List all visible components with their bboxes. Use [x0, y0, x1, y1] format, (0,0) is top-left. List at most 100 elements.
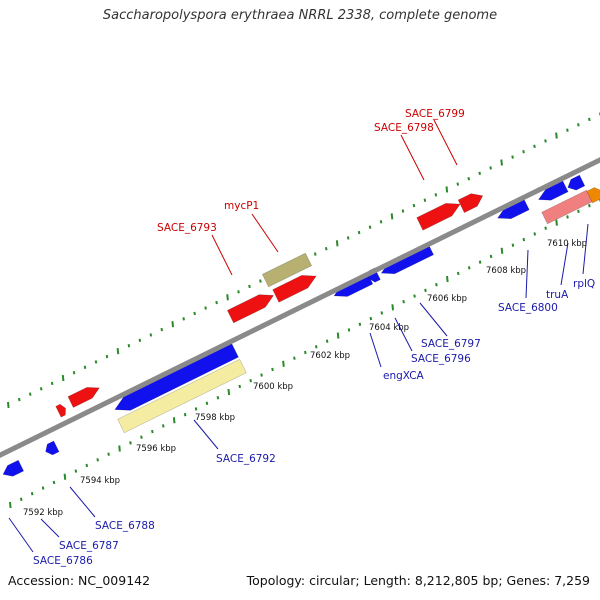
- gene-label-sace-6799[interactable]: SACE_6799: [405, 108, 465, 120]
- label-leader-line: [394, 317, 413, 352]
- tick-label: 7610 kbp: [547, 239, 587, 249]
- gene-feature-forward[interactable]: [55, 403, 68, 418]
- label-leader-line: [193, 419, 219, 450]
- inner-tick-mark: [293, 356, 296, 360]
- inner-tick-mark: [304, 350, 307, 355]
- label-leader-line: [211, 234, 233, 276]
- inner-tick-mark: [9, 501, 12, 509]
- outer-tick-mark: [138, 338, 142, 343]
- inner-tick-mark: [96, 458, 99, 462]
- inner-tick-mark: [467, 266, 471, 270]
- gene-feature-reverse[interactable]: [565, 174, 586, 193]
- outer-tick-mark: [445, 186, 449, 193]
- inner-tick-mark: [358, 322, 362, 326]
- gene-label-trua[interactable]: truA: [546, 289, 569, 301]
- map-title: Saccharopolyspora erythraea NRRL 2338, c…: [102, 8, 498, 23]
- gene-feature-forward[interactable]: [226, 289, 276, 324]
- inner-tick-mark: [216, 395, 220, 400]
- tick-label: 7598 kbp: [195, 413, 235, 423]
- gene-label-rplq[interactable]: rplQ: [573, 278, 595, 290]
- outer-tick-mark: [489, 166, 492, 170]
- gene-label-sace-6788[interactable]: SACE_6788: [95, 520, 155, 532]
- inner-tick-mark: [249, 379, 252, 383]
- inner-tick-mark: [19, 497, 23, 502]
- inner-tick-mark: [588, 203, 591, 208]
- gene-label-mycp1[interactable]: mycP1: [224, 200, 259, 212]
- label-leader-line: [560, 242, 569, 286]
- tick-label: 7592 kbp: [23, 508, 63, 518]
- outer-tick-mark: [511, 155, 514, 159]
- label-leader-line: [369, 332, 382, 368]
- accession-text: Accession: NC_009142: [8, 573, 151, 588]
- gene-feature-reverse[interactable]: [0, 459, 25, 480]
- outer-tick-mark: [237, 290, 240, 294]
- outer-tick-mark: [160, 327, 164, 332]
- inner-tick-mark: [577, 209, 580, 213]
- inner-tick-mark: [511, 243, 515, 247]
- gene-label-sace-6800[interactable]: SACE_6800: [498, 302, 558, 314]
- inner-tick-mark: [544, 226, 547, 230]
- gene-label-sace-6798[interactable]: SACE_6798: [374, 122, 434, 134]
- inner-tick-mark: [107, 452, 110, 456]
- gene-feature-pseudo[interactable]: [117, 358, 247, 434]
- outer-tick-mark: [313, 252, 317, 256]
- inner-tick-mark: [522, 237, 526, 242]
- label-leader-line: [251, 213, 279, 253]
- inner-tick-mark: [85, 463, 89, 468]
- outer-tick-mark: [412, 203, 416, 208]
- gene-feature-reverse[interactable]: [43, 440, 60, 457]
- gene-label-sace-6787[interactable]: SACE_6787: [59, 540, 119, 552]
- gene-label-sace-6786[interactable]: SACE_6786: [33, 555, 93, 567]
- outer-tick-mark: [83, 365, 87, 369]
- outer-tick-mark: [456, 182, 460, 186]
- genome-map[interactable]: 7592 kbp 7594 kbp 7596 kbp 7598 kbp 7600 kbp…: [0, 0, 600, 570]
- gene-feature-forward[interactable]: [67, 383, 102, 408]
- outer-tick-mark: [116, 348, 120, 355]
- outer-tick-mark: [72, 370, 76, 375]
- outer-tick-mark: [434, 193, 438, 197]
- gene-label-sace-6792[interactable]: SACE_6792: [216, 453, 276, 465]
- label-leader-line: [525, 249, 529, 299]
- outer-tick-mark: [555, 132, 558, 139]
- inner-tick-mark: [227, 388, 231, 396]
- gene-label-engxca[interactable]: engXCA: [383, 370, 425, 382]
- gene-feature-forward[interactable]: [457, 189, 486, 213]
- inner-tick-mark: [478, 260, 482, 264]
- inner-tick-mark: [118, 445, 121, 452]
- outer-tick-mark: [533, 144, 536, 149]
- label-leader-line: [433, 119, 458, 166]
- outer-tick-mark: [226, 294, 229, 301]
- gene-feature-rplq[interactable]: [586, 185, 600, 204]
- gene-label-sace-6796[interactable]: SACE_6796: [411, 353, 471, 365]
- tick-label: 7602 kbp: [310, 351, 350, 361]
- inner-tick-mark: [63, 473, 67, 480]
- inner-tick-mark: [424, 288, 427, 293]
- outer-tick-mark: [28, 392, 32, 396]
- outer-tick-mark: [357, 230, 361, 235]
- inner-tick-mark: [52, 480, 56, 485]
- inner-tick-mark: [238, 384, 242, 389]
- gene-label-sace-6797[interactable]: SACE_6797: [421, 338, 481, 350]
- gene-feature-mycp1[interactable]: [261, 252, 313, 288]
- inner-tick-mark: [161, 424, 165, 428]
- outer-tick-mark: [478, 171, 481, 175]
- tick-label: 7606 kbp: [427, 294, 467, 304]
- inner-tick-mark: [446, 275, 449, 283]
- outer-tick-mark: [335, 240, 339, 247]
- outer-tick-mark: [423, 198, 427, 202]
- outer-tick-mark: [467, 176, 471, 181]
- inner-tick-mark: [533, 232, 537, 236]
- outer-tick-mark: [346, 236, 350, 240]
- inner-tick-mark: [314, 345, 318, 349]
- gene-feature-forward[interactable]: [416, 198, 464, 231]
- inner-tick-mark: [566, 215, 569, 219]
- inner-tick-mark: [347, 328, 351, 332]
- inner-tick-mark: [205, 401, 209, 406]
- tick-label: 7608 kbp: [486, 266, 526, 276]
- gene-feature-forward[interactable]: [272, 270, 320, 303]
- outer-tick-mark: [566, 128, 569, 132]
- outer-tick-mark: [500, 159, 503, 166]
- outer-tick-mark: [94, 360, 98, 364]
- inner-tick-mark: [555, 219, 558, 226]
- gene-label-sace-6793[interactable]: SACE_6793: [157, 222, 217, 234]
